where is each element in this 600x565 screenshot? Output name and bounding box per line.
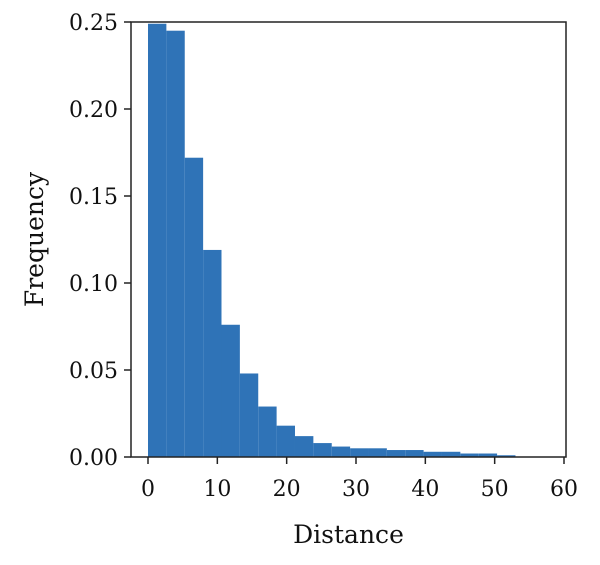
histogram-bar — [203, 249, 222, 457]
histogram-bar — [478, 453, 498, 457]
histogram-bar — [386, 450, 406, 457]
y-tick-label: 0.05 — [69, 359, 118, 384]
histogram-bar — [148, 23, 167, 458]
histogram-bar — [460, 453, 479, 457]
x-axis: 0 10 20 30 40 50 60 — [141, 457, 578, 502]
y-tick-label: 0.10 — [69, 272, 118, 297]
histogram-bar — [441, 451, 461, 457]
y-tick-label: 0.25 — [69, 11, 118, 36]
histogram-bar — [276, 425, 295, 457]
histogram-bar — [221, 324, 240, 457]
histogram-bar — [331, 446, 351, 457]
y-tick-label: 0.15 — [69, 185, 118, 210]
y-axis-title: Frequency — [20, 171, 49, 307]
histogram-bar — [258, 406, 277, 457]
x-tick-label: 20 — [273, 477, 301, 502]
y-tick-label: 0.00 — [69, 446, 118, 471]
histogram-bar — [497, 455, 516, 457]
histogram-bar — [368, 448, 387, 457]
x-tick-label: 40 — [411, 477, 439, 502]
histogram-bar — [239, 373, 259, 457]
histogram-bar — [405, 450, 424, 457]
y-axis: 0.00 0.05 0.10 0.15 0.20 0.25 — [69, 11, 131, 471]
x-tick-label: 0 — [141, 477, 155, 502]
histogram-bar — [184, 157, 204, 457]
x-axis-title: Distance — [293, 520, 404, 549]
histogram-bar — [294, 436, 314, 457]
histogram-bar — [166, 30, 185, 457]
plot-frame — [130, 21, 567, 458]
histogram-bar — [350, 448, 369, 457]
x-tick-label: 10 — [203, 477, 231, 502]
histogram-bar — [423, 451, 442, 457]
histogram-bar — [313, 443, 332, 457]
x-tick-label: 30 — [342, 477, 370, 502]
y-tick-label: 0.20 — [69, 98, 118, 123]
x-tick-label: 60 — [550, 477, 578, 502]
histogram-bars — [148, 23, 516, 458]
x-tick-label: 50 — [481, 477, 509, 502]
